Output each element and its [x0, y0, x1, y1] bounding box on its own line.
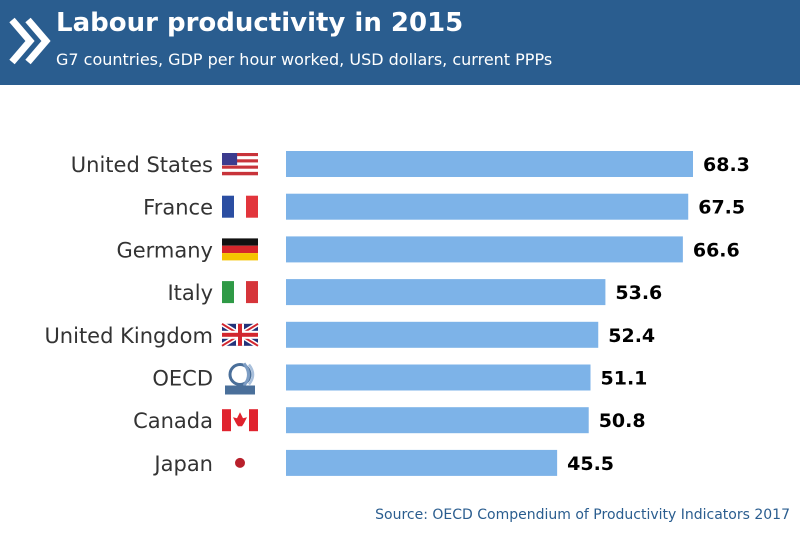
value-label: 52.4	[608, 325, 655, 347]
bar	[286, 364, 591, 391]
value-label: 53.6	[615, 282, 662, 304]
japan-flag-icon	[235, 457, 245, 468]
uk-flag-icon	[220, 321, 260, 348]
chart-subtitle: G7 countries, GDP per hour worked, USD d…	[56, 50, 553, 69]
category-label: United States	[71, 153, 213, 177]
category-label: Japan	[152, 452, 213, 476]
italy-flag-icon	[222, 281, 258, 304]
us-flag-icon	[222, 153, 258, 176]
bar	[286, 236, 683, 263]
bar	[286, 407, 589, 434]
chart-title: Labour productivity in 2015	[56, 8, 464, 38]
france-flag-icon	[222, 195, 258, 218]
source-note: Source: OECD Compendium of Productivity …	[375, 507, 790, 523]
value-label: 68.3	[703, 154, 750, 176]
chart-header: Labour productivity in 2015 G7 countries…	[0, 0, 800, 85]
bar	[286, 321, 599, 348]
value-label: 51.1	[601, 368, 648, 390]
bar	[286, 193, 689, 220]
category-label: OECD	[152, 367, 213, 391]
oecd-logo-icon	[225, 362, 255, 395]
category-label: Germany	[116, 238, 213, 262]
category-label: Italy	[167, 281, 213, 305]
value-label: 50.8	[599, 410, 646, 432]
category-label: Canada	[133, 409, 213, 433]
bar	[286, 279, 606, 306]
canada-flag-icon	[222, 409, 258, 432]
value-label: 67.5	[698, 197, 745, 219]
bar-chart: United States 68.3 France 67.5 Germany 66.6 It…	[44, 151, 750, 476]
value-label: 66.6	[693, 239, 740, 261]
category-label: France	[143, 196, 213, 220]
category-label: United Kingdom	[44, 324, 213, 348]
bar	[286, 449, 558, 476]
bar	[286, 151, 693, 177]
germany-flag-icon	[222, 238, 258, 261]
value-label: 45.5	[567, 453, 614, 475]
oecd-chevron-icon	[9, 17, 51, 65]
